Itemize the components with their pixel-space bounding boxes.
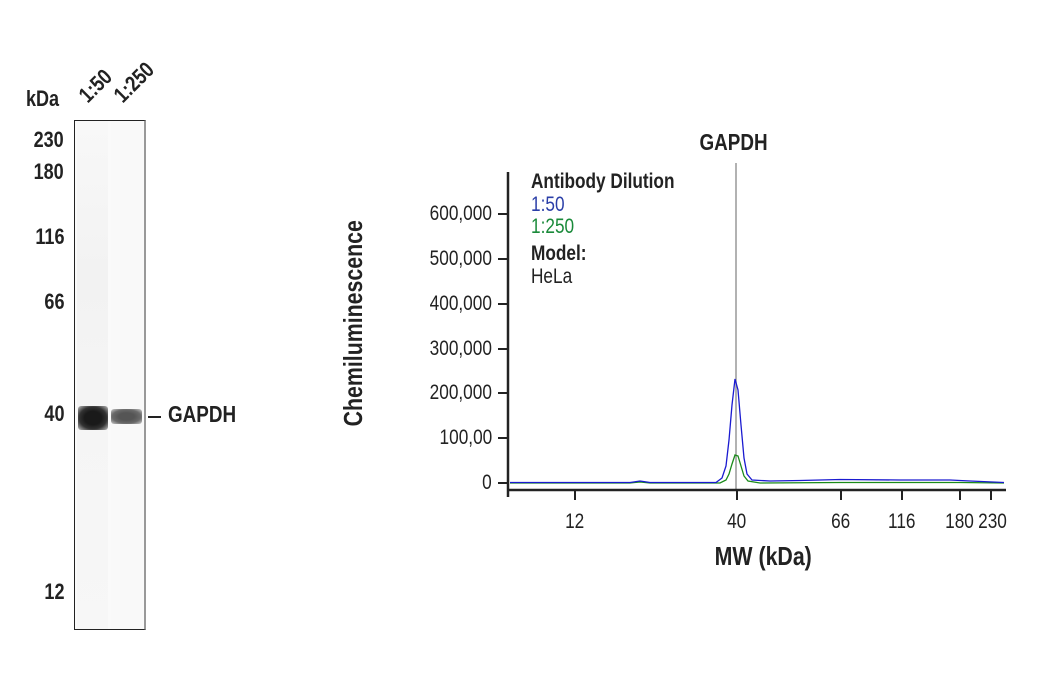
marker-116: 116 [34,224,64,249]
legend-entry-1-250: 1:250 [531,215,575,238]
lane-1 [77,121,108,629]
y-tick-label-200000: 200,000 [429,381,492,404]
marker-180: 180 [33,159,64,184]
marker-12: 12 [43,579,64,604]
lane-2 [111,121,143,629]
marker-40: 40 [43,401,64,426]
x-tick-label-180: 180 [945,510,975,533]
lane-label-2: 1:250 [108,56,159,108]
blot-image [74,120,146,630]
series-1-250-line [510,454,1005,484]
x-tick-label-40: 40 [727,510,747,533]
blot-panel: kDa 1:50 1:250 230 180 116 66 40 12 GAPD… [0,0,300,700]
y-axis-title: Chemiluminescence [338,219,368,427]
marker-66: 66 [43,289,64,314]
y-tick-label-400000: 400,000 [429,292,492,315]
band-pointer-line [148,416,161,418]
y-ticks [498,213,508,484]
band-label: GAPDH [168,401,237,427]
y-tick-label-600000: 600,000 [429,202,492,225]
x-tick-label-12: 12 [565,510,585,533]
legend-model-title: Model: [531,242,587,265]
y-tick-label-100000: 100,00 [439,426,492,449]
x-axis-title: MW (kDa) [714,541,812,571]
series-1-50-line [510,378,1005,484]
chart-title: GAPDH [699,129,769,155]
y-tick-label-500000: 500,000 [429,247,492,270]
band-gapdh-lane-2 [111,409,142,424]
x-ticks [574,490,992,500]
kda-unit-label: kDa [26,86,60,111]
chemiluminescence-chart [498,163,1006,500]
legend-entry-1-50: 1:50 [531,193,565,216]
y-tick-label-0: 0 [482,471,492,494]
legend-title: Antibody Dilution [531,170,675,193]
x-tick-label-66: 66 [831,510,851,533]
legend: Antibody Dilution 1:50 1:250 Model: HeLa [531,170,706,288]
chart-panel: 600,000 500,000 400,000 300,000 200,000 … [330,120,1030,590]
band-gapdh-lane-1 [78,406,108,430]
x-tick-label-116: 116 [888,510,916,533]
legend-model-value: HeLa [531,265,573,288]
y-tick-label-300000: 300,000 [429,337,492,360]
marker-230: 230 [33,127,64,152]
x-tick-label-230: 230 [978,510,1008,533]
